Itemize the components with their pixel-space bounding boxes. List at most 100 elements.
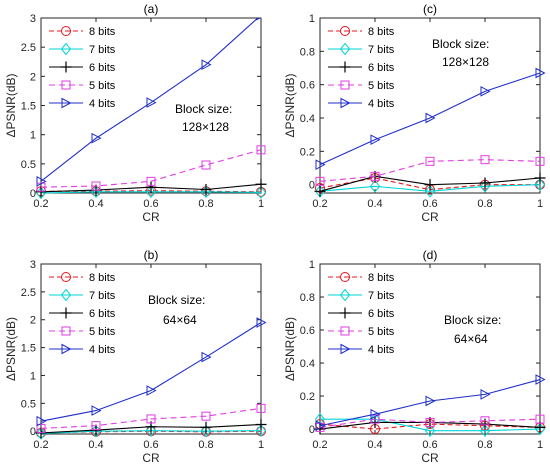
legend-entry: 5 bits xyxy=(89,80,116,92)
y-tick-label: 3 xyxy=(30,13,36,25)
legend-marker xyxy=(61,272,71,282)
data-point-6-bits xyxy=(200,184,212,195)
data-point-5-bits xyxy=(36,423,46,433)
block-size-annotation: Block size: xyxy=(175,102,232,116)
data-point-4-bits xyxy=(36,176,47,187)
legend-marker xyxy=(60,61,72,73)
legend-entry: 5 bits xyxy=(368,326,395,338)
block-size-annotation: 64×64 xyxy=(163,313,197,327)
legend-entry: 7 bits xyxy=(89,44,116,56)
legend-entry: 6 bits xyxy=(368,308,395,320)
x-axis-label: CR xyxy=(421,210,439,224)
x-tick-label: 1 xyxy=(258,439,264,451)
x-tick-label: 1 xyxy=(258,198,264,210)
data-point-7-bits xyxy=(479,424,491,437)
legend-marker xyxy=(61,97,72,109)
data-point-4-bits xyxy=(370,134,381,145)
y-tick-label: 2 xyxy=(30,315,36,327)
data-point-5-bits xyxy=(201,160,211,170)
data-point-4-bits xyxy=(146,97,157,108)
x-tick-label: 0.6 xyxy=(143,439,158,451)
y-tick-label: 1 xyxy=(30,370,36,382)
data-point-6-bits xyxy=(35,186,47,198)
data-point-6-bits xyxy=(314,185,326,197)
x-tick-label: 0.6 xyxy=(143,198,158,210)
data-point-5-bits xyxy=(425,156,435,166)
panel-4: 0.2 0.4 0.6 0.8 1 0 0.2 0.4 0.6 0.8 1 CR ΔPSNR(dB) (d… xyxy=(283,248,546,465)
data-point-4-bits xyxy=(480,86,491,97)
data-point-7-bits xyxy=(145,185,157,199)
series-line-5-bits xyxy=(319,159,541,182)
data-point-4-bits xyxy=(535,67,546,79)
legend-marker xyxy=(340,272,350,282)
y-tick-label: 0.6 xyxy=(300,80,315,92)
data-point-6-bits xyxy=(534,421,546,433)
x-tick-label: 0.6 xyxy=(422,439,437,451)
y-tick-label: 0.5 xyxy=(21,398,36,410)
data-point-5-bits xyxy=(480,155,490,165)
legend-entry: 7 bits xyxy=(368,44,395,56)
data-point-7-bits xyxy=(145,424,157,437)
legend-marker xyxy=(61,343,72,355)
series-group xyxy=(314,374,546,437)
block-size-annotation: Block size: xyxy=(444,313,501,327)
series-line-7-bits xyxy=(320,418,541,432)
x-axis-label: CR xyxy=(421,451,439,465)
y-tick-label: 1.5 xyxy=(21,343,36,355)
data-point-6-bits xyxy=(145,181,157,193)
data-point-5-bits xyxy=(315,176,325,186)
legend-entry: 6 bits xyxy=(89,308,116,320)
series-line-4-bits xyxy=(319,379,541,427)
x-tick-label: 0.2 xyxy=(312,198,327,210)
x-tick-label: 0.8 xyxy=(198,198,213,210)
data-point-4-bits xyxy=(425,395,436,407)
data-point-5-bits xyxy=(480,416,490,426)
legend-entry: 4 bits xyxy=(368,98,395,110)
x-tick-label: 0.2 xyxy=(33,439,48,451)
data-point-5-bits xyxy=(201,411,211,421)
data-point-7-bits xyxy=(424,185,436,198)
legend-marker xyxy=(339,61,351,73)
data-point-5-bits xyxy=(535,156,545,166)
data-point-4-bits xyxy=(201,351,212,363)
x-tick-label: 0.8 xyxy=(477,439,492,451)
legend-marker xyxy=(60,307,72,319)
y-tick-label: 0.4 xyxy=(300,358,315,370)
data-point-4-bits xyxy=(535,374,546,385)
block-size-annotation: Block size: xyxy=(432,37,489,51)
data-point-5-bits xyxy=(256,145,266,155)
data-point-7-bits xyxy=(200,424,212,438)
series-line-5-bits xyxy=(319,418,541,428)
y-tick-label: 0.2 xyxy=(300,146,315,158)
legend-marker xyxy=(340,343,351,355)
x-tick-label: 0.4 xyxy=(367,439,382,451)
y-tick-label: 3 xyxy=(30,259,36,271)
legend-entry: 7 bits xyxy=(368,290,395,302)
legend-entry: 7 bits xyxy=(89,290,116,302)
y-tick-label: 1 xyxy=(309,13,315,25)
data-point-4-bits xyxy=(480,389,491,400)
legend-entry: 8 bits xyxy=(89,272,116,284)
data-point-6-bits xyxy=(255,419,267,431)
legend-entry: 8 bits xyxy=(368,26,395,38)
legend-entry: 6 bits xyxy=(368,62,395,74)
legend-entry: 5 bits xyxy=(368,80,395,92)
x-tick-label: 0.8 xyxy=(198,439,213,451)
data-point-5-bits xyxy=(146,414,156,424)
series-line-5-bits xyxy=(40,149,262,188)
y-tick-label: 0.6 xyxy=(300,325,315,337)
x-tick-label: 0.8 xyxy=(477,198,492,210)
y-tick-label: 0.5 xyxy=(21,159,36,171)
panel-1: 0.2 0.4 0.6 0.8 1 0 0.5 1 1.5 2 2.5 3 CR ΔPSNR(dB) (a)… xyxy=(4,2,267,224)
series-group xyxy=(35,317,267,440)
data-point-4-bits xyxy=(425,112,436,124)
y-tick-label: 2.5 xyxy=(21,42,36,54)
data-point-7-bits xyxy=(369,180,381,193)
panel-title: (c) xyxy=(423,2,437,16)
legend-marker xyxy=(339,42,351,56)
data-point-6-bits xyxy=(255,178,267,190)
y-tick-label: 2.5 xyxy=(21,287,36,299)
data-point-6-bits xyxy=(479,177,491,189)
data-point-4-bits xyxy=(256,317,267,328)
y-tick-label: 0 xyxy=(309,424,315,436)
